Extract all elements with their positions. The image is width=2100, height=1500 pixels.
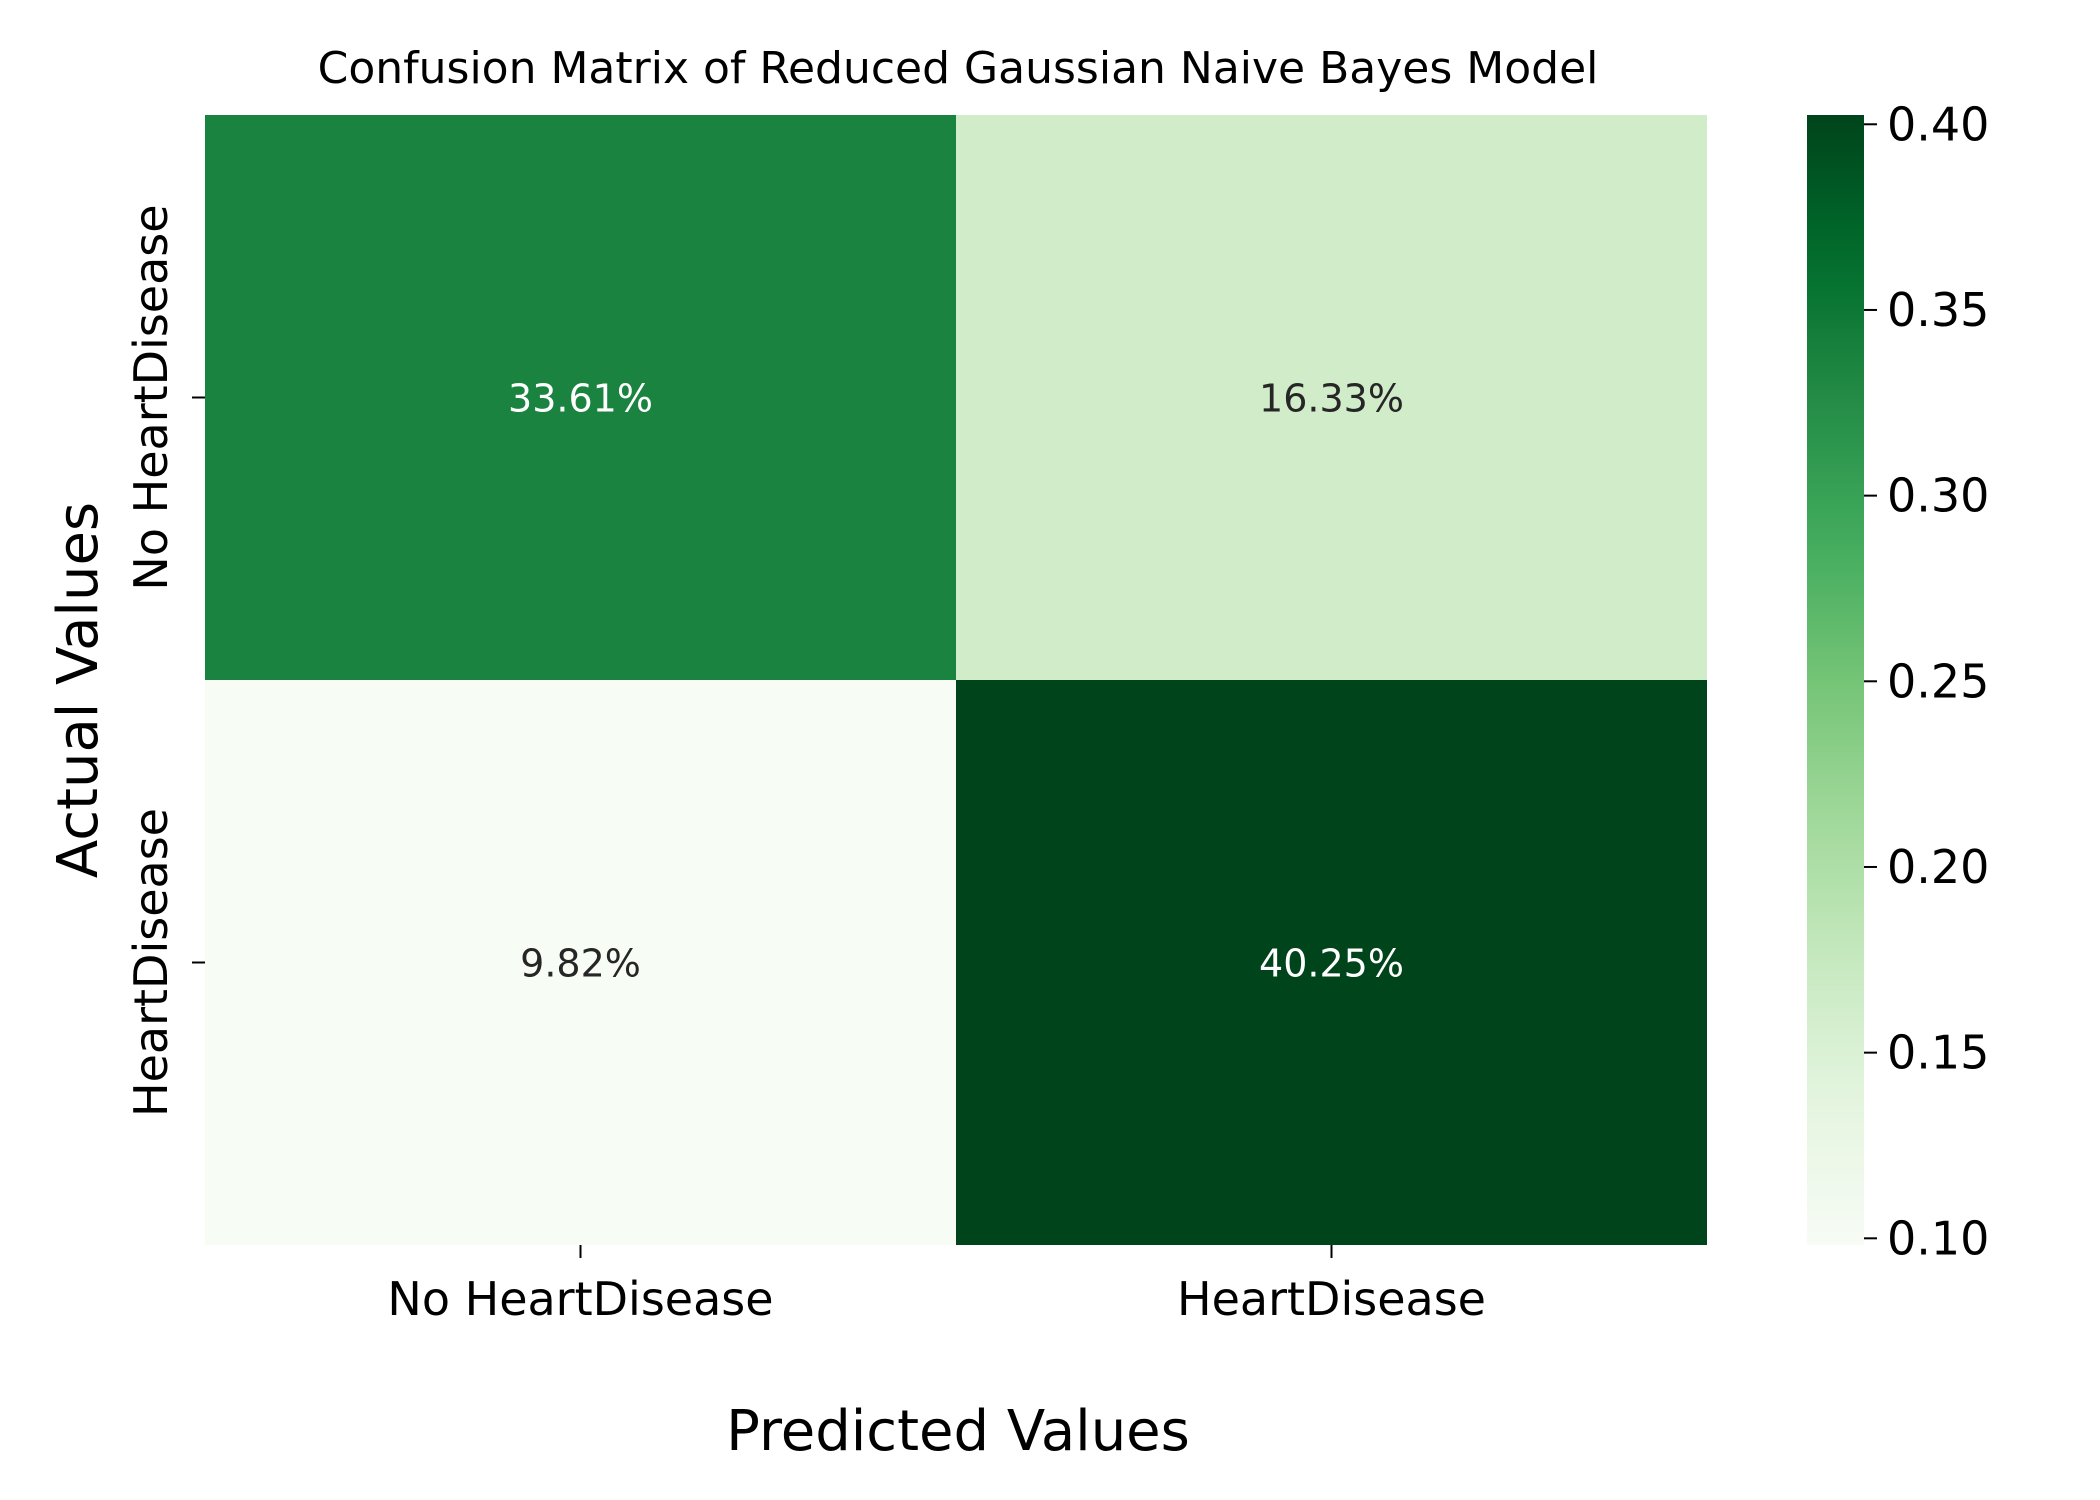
colorbar-tick-label: 0.10 [1887,1211,1989,1265]
y-tick-label: No HeartDisease [124,204,178,590]
colorbar-tick-label: 0.35 [1887,283,1989,337]
chart-title: Confusion Matrix of Reduced Gaussian Nai… [318,43,1599,94]
heatmap-cells [205,115,1707,1245]
cell-annotation: 33.61% [508,377,653,421]
heatmap-cell [205,680,956,1245]
cell-annotation: 40.25% [1259,942,1404,986]
y-axis: No HeartDisease HeartDisease [124,204,205,1117]
cell-annotation: 16.33% [1259,377,1404,421]
colorbar-ticks: 0.10 0.15 0.20 0.25 0.30 0.35 0.40 [1864,97,1989,1265]
y-axis-label: Actual Values [46,502,111,878]
heatmap-cell [956,680,1707,1245]
colorbar-tick-label: 0.30 [1887,469,1989,523]
x-axis-label: Predicted Values [726,1399,1190,1464]
colorbar [1807,115,1864,1245]
colorbar-tick-label: 0.40 [1887,97,1989,151]
cell-annotations: 33.61% 16.33% 9.82% 40.25% [508,377,1404,986]
heatmap-cell [956,115,1707,680]
x-tick-label: HeartDisease [1177,1272,1486,1326]
y-tick-label: HeartDisease [124,808,178,1117]
heatmap-cell [205,115,956,680]
cell-annotation: 9.82% [520,942,641,986]
colorbar-tick-label: 0.20 [1887,840,1989,894]
colorbar-tick-label: 0.25 [1887,654,1989,708]
x-axis: No HeartDisease HeartDisease [387,1245,1486,1326]
colorbar-tick-label: 0.15 [1887,1026,1989,1080]
x-tick-label: No HeartDisease [387,1272,773,1326]
